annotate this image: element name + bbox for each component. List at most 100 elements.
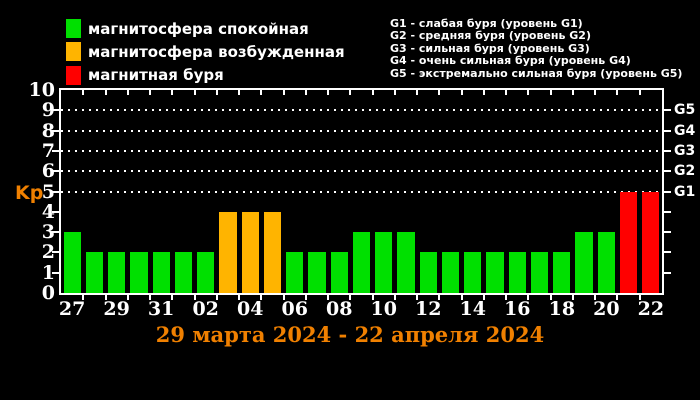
x-tick-top [304, 90, 307, 95]
x-tick-top [393, 90, 396, 95]
g-level-label-G1: G1 [674, 183, 696, 200]
x-tick-top [616, 90, 619, 95]
kp-bar-day-08 [330, 252, 348, 293]
y-tick-left [52, 210, 59, 213]
x-tick-top [126, 90, 129, 95]
x-tick-top [571, 90, 574, 95]
x-tick-bottom [349, 295, 352, 300]
x-tick-top [416, 90, 419, 95]
kp-bar-day-11 [397, 232, 415, 293]
x-tick-label-20: 20 [593, 298, 620, 320]
x-tick-bottom [371, 295, 374, 300]
y-tick-label-4: 4 [41, 200, 55, 223]
x-tick-bottom [215, 295, 218, 300]
y-tick-left [52, 271, 59, 274]
x-tick-label-18: 18 [548, 298, 576, 320]
x-tick-top [460, 90, 463, 95]
y-tick-right [664, 149, 671, 152]
x-tick-bottom [416, 295, 419, 300]
x-tick-bottom [260, 295, 263, 300]
legend-item-storm: магнитная буря [66, 65, 224, 85]
x-tick-bottom [571, 295, 574, 300]
y-tick-label-0: 0 [41, 282, 55, 304]
x-tick-label-27: 27 [58, 298, 86, 320]
y-tick-right [664, 190, 671, 193]
kp-bar-day-20 [597, 232, 615, 293]
legend-label-disturbed: магнитосфера возбужденная [88, 42, 345, 61]
y-tick-right [664, 251, 671, 254]
g-level-label-G2: G2 [674, 163, 696, 180]
x-tick-bottom [549, 295, 552, 300]
x-tick-bottom [505, 295, 508, 300]
x-tick-bottom [238, 295, 241, 300]
kp-bar-day-21 [619, 191, 638, 293]
y-tick-right [664, 129, 671, 132]
x-tick-bottom [482, 295, 485, 300]
x-tick-top [193, 90, 196, 95]
x-tick-label-04: 04 [236, 298, 264, 320]
y-tick-left [52, 109, 59, 112]
y-tick-right [664, 170, 671, 173]
gridline-G1 [61, 190, 662, 193]
x-tick-top [527, 90, 530, 95]
legend-swatch-storm [66, 65, 81, 85]
y-tick-label-10: 10 [28, 79, 55, 101]
x-tick-bottom [438, 295, 441, 300]
gridline-G2 [61, 170, 662, 173]
kp-bar-day-29 [108, 252, 126, 293]
gridline-G4 [61, 129, 662, 132]
gridline-G3 [61, 149, 662, 152]
kp-bar-day-10 [375, 232, 393, 293]
x-tick-bottom [149, 295, 152, 300]
x-tick-bottom [616, 295, 619, 300]
x-tick-top [505, 90, 508, 95]
x-tick-top [171, 90, 174, 95]
x-tick-label-06: 06 [281, 298, 308, 320]
kp-bar-day-16 [508, 252, 526, 293]
x-tick-label-22: 22 [637, 298, 665, 320]
legend-swatch-quiet [66, 19, 81, 38]
kp-bar-day-14 [464, 252, 482, 293]
y-tick-left [52, 129, 59, 132]
y-tick-label-1: 1 [41, 261, 55, 284]
chart-date-range-title: 29 марта 2024 - 22 апреля 2024 [155, 322, 545, 347]
x-tick-top [638, 90, 641, 95]
x-tick-top [482, 90, 485, 95]
kp-bar-day-28 [85, 252, 103, 293]
x-tick-bottom [82, 295, 85, 300]
x-tick-bottom [171, 295, 174, 300]
kp-bar-day-02 [197, 252, 215, 293]
x-tick-label-31: 31 [147, 298, 175, 320]
x-tick-bottom [193, 295, 196, 300]
kp-bar-day-22 [642, 191, 660, 293]
x-tick-top [371, 90, 374, 95]
x-tick-top [82, 90, 85, 95]
kp-bar-day-30 [130, 252, 148, 293]
storm-scale-line-g5: G5 - экстремально сильная буря (уровень … [390, 66, 683, 80]
gridline-G5 [61, 109, 662, 112]
storm-scale-line-g4: G4 - очень сильная буря (уровень G4) [390, 54, 631, 68]
kp-bar-day-17 [530, 252, 549, 293]
y-tick-left [52, 231, 59, 234]
legend-label-storm: магнитная буря [88, 66, 224, 85]
y-tick-right [664, 210, 671, 213]
x-tick-label-12: 12 [415, 298, 442, 320]
y-tick-label-9: 9 [41, 99, 55, 122]
x-tick-top [349, 90, 352, 95]
g-level-label-G5: G5 [674, 102, 696, 119]
y-tick-left [52, 190, 59, 193]
x-tick-bottom [126, 295, 129, 300]
x-tick-label-29: 29 [103, 298, 130, 320]
y-tick-label-3: 3 [41, 221, 55, 244]
x-tick-top [149, 90, 152, 95]
kp-bar-chart-plot-area [59, 88, 664, 295]
y-tick-right [664, 271, 671, 274]
x-tick-label-16: 16 [504, 298, 531, 320]
storm-scale-line-g2: G2 - средняя буря (уровень G2) [390, 29, 591, 43]
x-tick-top [594, 90, 597, 95]
kp-bar-day-18 [553, 252, 571, 293]
g-level-label-G4: G4 [674, 122, 696, 139]
kp-bar-day-01 [174, 252, 193, 293]
x-tick-bottom [460, 295, 463, 300]
